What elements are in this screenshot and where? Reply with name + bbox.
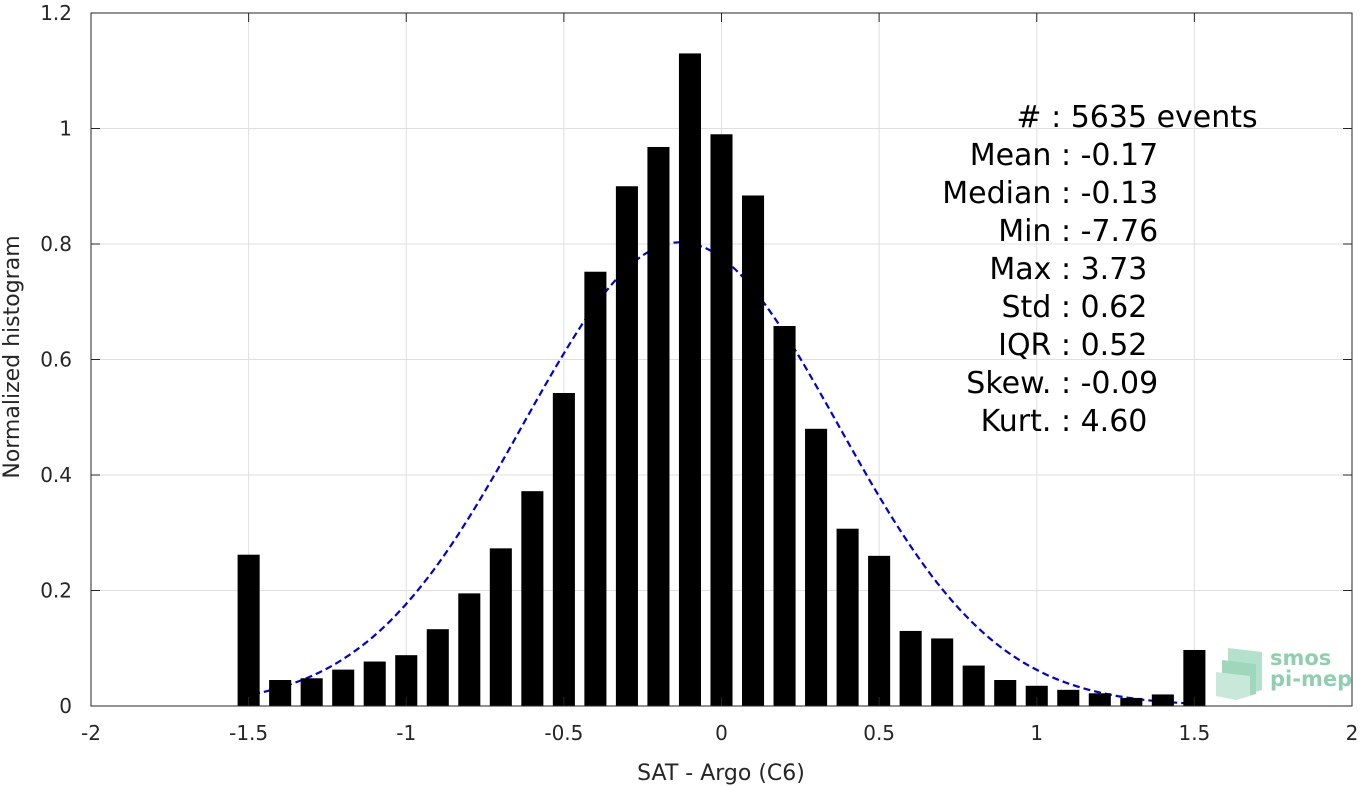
bar	[1120, 697, 1143, 706]
stats-line: Min : -7.76	[998, 214, 1158, 249]
stats-line: Skew. : -0.09	[966, 366, 1158, 401]
stats-line: Mean : -0.17	[970, 138, 1159, 173]
bar	[269, 680, 292, 706]
stats-line: Max : 3.73	[989, 252, 1147, 287]
y-tick-label: 0	[59, 694, 72, 718]
stats-line: Kurt. : 4.60	[981, 404, 1148, 439]
y-tick-label: 1.2	[40, 1, 72, 25]
x-tick-label: -1	[396, 721, 416, 745]
bar	[741, 195, 765, 707]
x-axis-title: SAT - Argo (C6)	[637, 761, 805, 786]
bar	[521, 491, 544, 706]
bar	[805, 428, 828, 706]
bar	[363, 661, 386, 706]
y-axis-title: Normalized histogram	[0, 235, 25, 478]
bar	[1057, 689, 1080, 706]
logo-line1: smos	[1270, 646, 1331, 670]
bar	[615, 186, 638, 706]
x-tick-label: 1.5	[1178, 721, 1210, 745]
bar	[773, 326, 796, 706]
bar	[1025, 685, 1048, 706]
x-tick-label: -0.5	[544, 721, 583, 745]
y-tick-label: 0.8	[40, 232, 72, 256]
x-tick-label: 1	[1030, 721, 1043, 745]
bar	[332, 669, 355, 706]
x-tick-label: -2	[81, 721, 101, 745]
bar	[962, 665, 985, 706]
bar	[1151, 694, 1174, 706]
bar	[710, 134, 733, 706]
bar	[647, 146, 670, 707]
y-tick-label: 0.6	[40, 348, 72, 372]
bar	[931, 638, 954, 706]
y-tick-label: 0.2	[40, 579, 72, 603]
y-tick-label: 0.4	[40, 463, 72, 487]
bar	[300, 678, 323, 706]
bar	[1183, 649, 1206, 706]
bar	[237, 554, 260, 706]
bar	[836, 528, 859, 706]
y-tick-label: 1	[59, 117, 72, 141]
bar	[552, 392, 575, 706]
bar	[426, 629, 449, 706]
logo-graphic-icon	[1216, 648, 1262, 700]
x-tick-label: -1.5	[229, 721, 268, 745]
x-tick-label: 0.5	[863, 721, 895, 745]
bars	[237, 53, 1206, 707]
logo-line2: pi-mep	[1270, 667, 1352, 691]
bar	[395, 655, 418, 706]
x-tick-label: 0	[715, 721, 728, 745]
bar	[584, 271, 607, 706]
stats-line: IQR : 0.52	[998, 328, 1147, 363]
bar	[1088, 693, 1111, 706]
axes-box	[90, 12, 1353, 707]
smos-pi-mep-logo: smos pi-mep	[1216, 646, 1352, 700]
bar	[678, 53, 702, 707]
bar	[868, 555, 891, 706]
tick-labels: -2 -1.5 -1 -0.5 0 0.5 1 1.5 2 0 0.2 0.4 0.6 0.8 1 1.2	[40, 1, 1358, 745]
stats-line: Median : -0.13	[942, 176, 1158, 211]
bar	[458, 593, 481, 706]
bar	[489, 548, 512, 706]
bar	[994, 680, 1017, 706]
stats-line: # : 5635 events	[1016, 100, 1257, 135]
bar	[899, 630, 922, 706]
stats-line: Std : 0.62	[1002, 290, 1148, 325]
x-tick-label: 2	[1346, 721, 1359, 745]
